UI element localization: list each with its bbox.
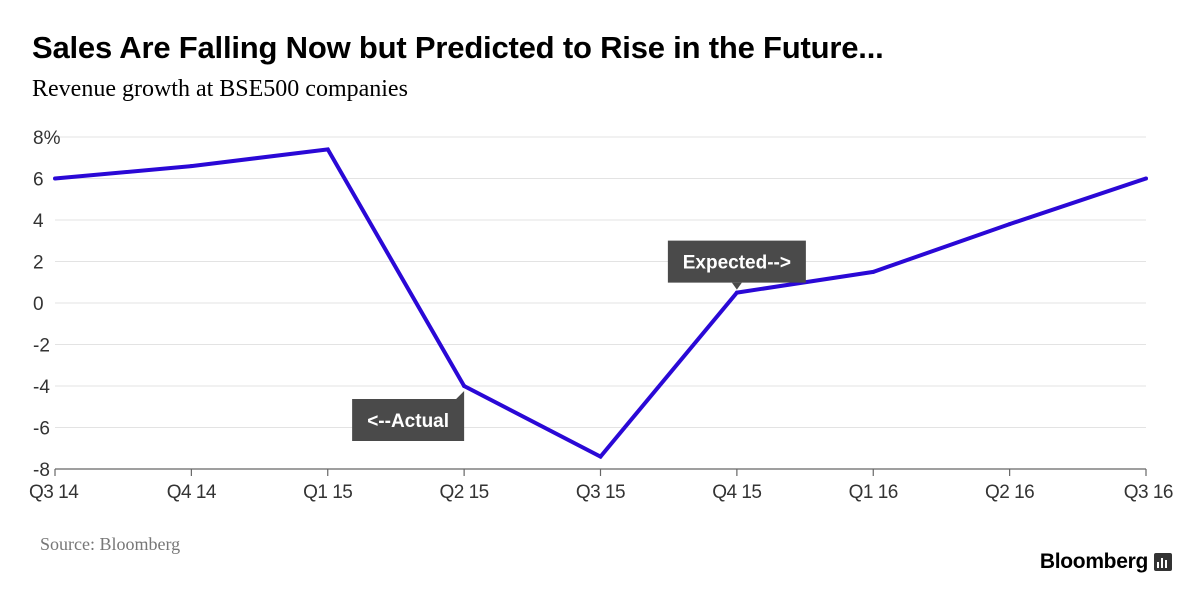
x-tick-label: Q3 16 [1124,482,1173,503]
x-tick-label: Q2 15 [439,482,488,503]
annotation-box [667,240,806,283]
brand-name: Bloomberg [1039,550,1148,573]
bloomberg-bars-icon [1154,553,1172,571]
annotation-pointer [456,391,465,399]
source-note: Source: Bloomberg [40,534,181,554]
annotation-callout: <--Actual [352,391,465,441]
y-tick-label: -2 [33,336,50,357]
y-tick-label: 2 [33,253,44,274]
annotation-callout: Expected--> [667,240,806,290]
series-layer [53,147,1148,460]
y-tick-label: 0 [33,294,44,315]
grid-lines [55,136,1146,428]
x-tick-label: Q1 16 [849,482,898,503]
x-axis: Q3 14 Q4 14 Q1 15 Q2 15 Q3 15 Q4 15 Q1 16 Q2 16… [29,468,1174,503]
chart-title: Sales Are Falling Now but Predicted to R… [32,30,884,65]
y-tick-label: 6 [33,170,44,191]
annotation-box [352,399,465,441]
y-axis: -8 -6 -4 -2 0 2 4 6 8% [33,128,61,481]
data-point [1007,222,1012,227]
annotations: <--Actual Expected--> [352,240,806,441]
x-tick-label: Q4 14 [167,482,217,503]
y-tick-label: 8% [33,128,61,149]
chart-subtitle: Revenue growth at BSE500 companies [32,76,408,102]
data-point [1144,176,1148,181]
y-tick-label: -4 [33,377,50,398]
y-tick-label: -8 [33,460,50,481]
y-tick-label: 4 [33,211,44,232]
x-tick-label: Q4 15 [712,482,761,503]
annotation-label: <--Actual [367,411,449,432]
x-tick-label: Q2 16 [985,482,1034,503]
data-point [871,269,876,274]
y-tick-label: -6 [33,419,50,440]
annotation-label: Expected--> [683,253,791,274]
annotation-pointer [731,282,742,290]
data-point [598,454,603,459]
x-tick-label: Q3 15 [576,482,625,503]
data-point [189,164,194,169]
data-point [53,176,57,181]
x-tick-label: Q3 14 [29,482,79,503]
x-tick-label: Q1 15 [303,482,352,503]
brand-logo: Bloomberg [1040,550,1172,574]
data-point [325,147,330,152]
data-point [462,384,467,388]
data-point [734,290,739,295]
